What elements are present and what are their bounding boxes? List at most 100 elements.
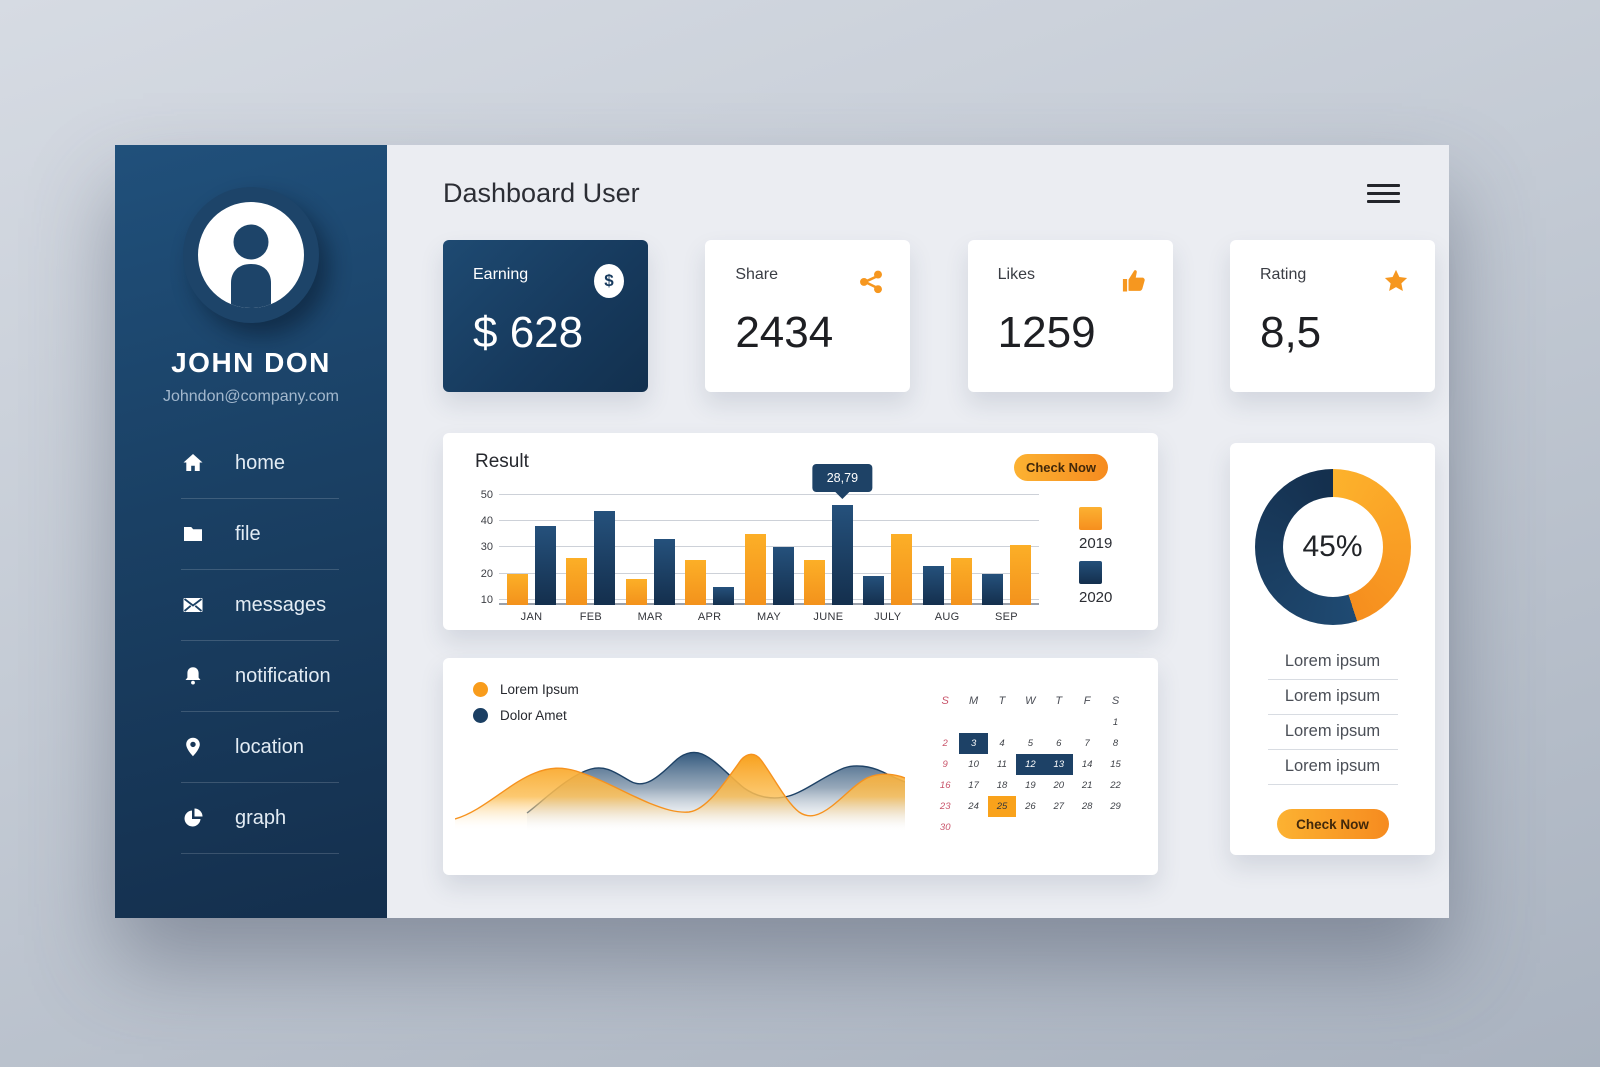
check-now-button[interactable]: Check Now xyxy=(1014,454,1108,481)
star-icon xyxy=(1381,266,1411,296)
list-item[interactable]: Lorem ipsum xyxy=(1267,715,1398,750)
messages-icon xyxy=(181,593,205,617)
calendar-day[interactable]: 7 xyxy=(1084,738,1090,749)
navy-wave-line xyxy=(526,751,905,814)
calendar-day[interactable]: 13 xyxy=(1044,754,1073,775)
calendar-day[interactable]: 9 xyxy=(942,759,948,770)
donut-chart: 45% xyxy=(1254,469,1411,625)
bar-june-2019[interactable] xyxy=(803,560,825,605)
stat-value: 2434 xyxy=(735,308,834,357)
list-item[interactable]: Lorem ipsum xyxy=(1267,645,1398,680)
avatar xyxy=(183,187,319,323)
calendar-day[interactable]: 25 xyxy=(987,796,1017,817)
plot-bars: 28,79 xyxy=(499,464,1039,605)
bar-group-june: 28,79 xyxy=(803,464,873,605)
calendar-day[interactable]: 15 xyxy=(1110,759,1121,770)
content-grid: Result Check Now 10 20 30 40 50 28,79 JAN FEB… xyxy=(443,433,1435,875)
calendar-day[interactable]: 23 xyxy=(939,801,951,812)
calendar-day[interactable]: 30 xyxy=(939,822,951,833)
sidebar-item-notification[interactable]: notification xyxy=(181,641,339,712)
calendar-day[interactable]: 26 xyxy=(1025,801,1036,812)
stat-label: Likes xyxy=(997,266,1036,283)
calendar-day-header: T xyxy=(1055,695,1063,707)
legend-item: Dolor Amet xyxy=(473,708,579,723)
bar-aug-2019[interactable] xyxy=(950,557,972,605)
result-title: Result xyxy=(475,451,529,472)
bar-sep-2020[interactable] xyxy=(982,573,1003,605)
calendar-day[interactable]: 29 xyxy=(1110,801,1121,812)
sidebar-item-location[interactable]: location xyxy=(181,712,339,783)
dollar-coin-icon: $ xyxy=(594,264,624,298)
bar-aug-2020[interactable] xyxy=(922,565,944,605)
calendar-day[interactable]: 5 xyxy=(1027,738,1034,749)
calendar-day[interactable]: 3 xyxy=(959,733,988,754)
x-axis-label: MAY xyxy=(757,611,781,623)
user-name: JOHN DON xyxy=(171,347,331,378)
list-item[interactable]: Lorem ipsum xyxy=(1267,750,1398,785)
calendar-day[interactable]: 11 xyxy=(997,759,1007,770)
calendar-day-header: F xyxy=(1083,695,1091,707)
calendar-empty-cell xyxy=(931,712,959,733)
gridline xyxy=(499,520,1039,522)
calendar-day[interactable]: 20 xyxy=(1053,780,1065,791)
calendar-day[interactable]: 6 xyxy=(1056,738,1062,749)
donut-hole: 45% xyxy=(1282,497,1383,597)
main-header: Dashboard User xyxy=(443,175,1435,211)
calendar-day[interactable]: 12 xyxy=(1016,754,1045,775)
bar-july-2020[interactable] xyxy=(863,576,885,605)
navy-swatch-icon xyxy=(1079,561,1102,584)
calendar-day[interactable]: 14 xyxy=(1081,759,1093,770)
sidebar-item-file[interactable]: file xyxy=(181,499,339,570)
bar-sep-2019[interactable] xyxy=(1010,544,1031,605)
bar-may-2020[interactable] xyxy=(772,547,794,605)
bar-mar-2020[interactable] xyxy=(653,539,675,605)
calendar-day[interactable]: 1 xyxy=(1112,717,1119,728)
list-item[interactable]: Lorem ipsum xyxy=(1267,680,1398,715)
calendar-day[interactable]: 24 xyxy=(968,801,979,812)
bar-july-2019[interactable] xyxy=(891,534,913,605)
bar-may-2019[interactable] xyxy=(744,534,766,605)
legend-label: 2019 xyxy=(1079,535,1113,552)
y-axis-tick: 50 xyxy=(480,488,493,501)
calendar-day[interactable]: 4 xyxy=(999,738,1005,749)
gridline xyxy=(499,546,1039,548)
calendar-day[interactable]: 2 xyxy=(942,738,948,749)
calendar-day[interactable]: 10 xyxy=(968,759,979,770)
x-axis-label: JUNE xyxy=(813,611,844,623)
calendar-empty-cell xyxy=(1016,712,1044,733)
check-now-button[interactable]: Check Now xyxy=(1276,809,1389,839)
stat-value: 1259 xyxy=(997,308,1096,357)
plot-area: 28,79 JAN FEB MAR APR MAY JUNE JULY AUG SEP xyxy=(499,464,1039,623)
bar-june-2020[interactable]: 28,79 xyxy=(812,464,873,605)
calendar-day[interactable]: 8 xyxy=(1112,738,1119,749)
hamburger-menu-icon[interactable] xyxy=(1367,183,1400,203)
calendar-day[interactable]: 27 xyxy=(1053,801,1065,812)
calendar-empty-cell xyxy=(988,712,1016,733)
calendar-day[interactable]: 22 xyxy=(1110,780,1121,791)
stat-card-earning: Earning $ $ 628 xyxy=(443,240,648,392)
bar-group-jan xyxy=(507,526,556,605)
sidebar-item-messages[interactable]: messages xyxy=(181,570,339,641)
calendar-day[interactable]: 28 xyxy=(1081,801,1093,812)
area-chart xyxy=(455,751,905,831)
bar-feb-2020[interactable] xyxy=(594,510,616,605)
bar-mar-2019[interactable] xyxy=(625,578,647,605)
calendar-day-header: M xyxy=(969,695,979,707)
y-axis-tick: 20 xyxy=(480,567,493,580)
calendar-week: 1 xyxy=(931,712,1130,733)
bar-apr-2020[interactable] xyxy=(713,586,735,605)
calendar-day[interactable]: 16 xyxy=(939,780,951,791)
page-title: Dashboard User xyxy=(443,177,640,208)
calendar-day[interactable]: 18 xyxy=(996,780,1008,791)
sidebar-item-graph[interactable]: graph xyxy=(181,783,339,854)
calendar-day[interactable]: 19 xyxy=(1025,780,1036,791)
calendar-day[interactable]: 21 xyxy=(1081,780,1093,791)
calendar-day[interactable]: 17 xyxy=(968,780,979,791)
bar-feb-2019[interactable] xyxy=(566,557,588,605)
bar-jan-2020[interactable] xyxy=(535,526,556,605)
bar-apr-2019[interactable] xyxy=(685,560,707,605)
orange-wave-line xyxy=(455,753,905,820)
bar-jan-2019[interactable] xyxy=(507,573,528,605)
x-axis-label: AUG xyxy=(934,611,960,623)
sidebar-item-home[interactable]: home xyxy=(181,428,339,499)
